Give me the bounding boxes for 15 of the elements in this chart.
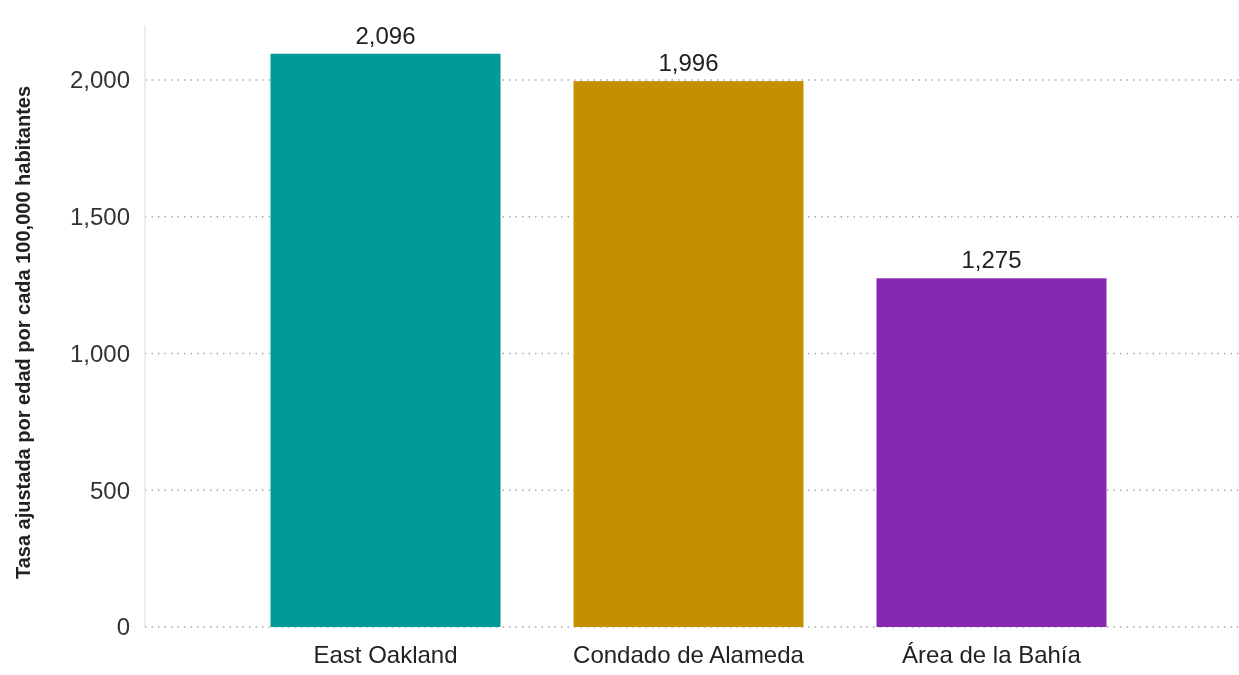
bar [876, 278, 1107, 627]
x-tick-label: Área de la Bahía [902, 641, 1082, 668]
data-label: 1,275 [961, 246, 1022, 274]
data-label: 2,096 [355, 21, 416, 49]
y-tick-label: 1,500 [69, 203, 130, 231]
y-tick-label: 500 [89, 476, 130, 504]
bar [270, 53, 501, 627]
y-axis-title: Tasa ajustada por edad por cada 100,000 habitantes [12, 85, 34, 580]
y-tick-label: 1,000 [69, 339, 130, 367]
y-tick-label: 2,000 [69, 66, 130, 94]
x-tick-label: East Oakland [313, 641, 458, 668]
bar [573, 81, 804, 627]
y-tick-label: 0 [116, 613, 130, 641]
x-tick-label: Condado de Alameda [573, 641, 805, 668]
data-label: 1,996 [658, 49, 719, 77]
